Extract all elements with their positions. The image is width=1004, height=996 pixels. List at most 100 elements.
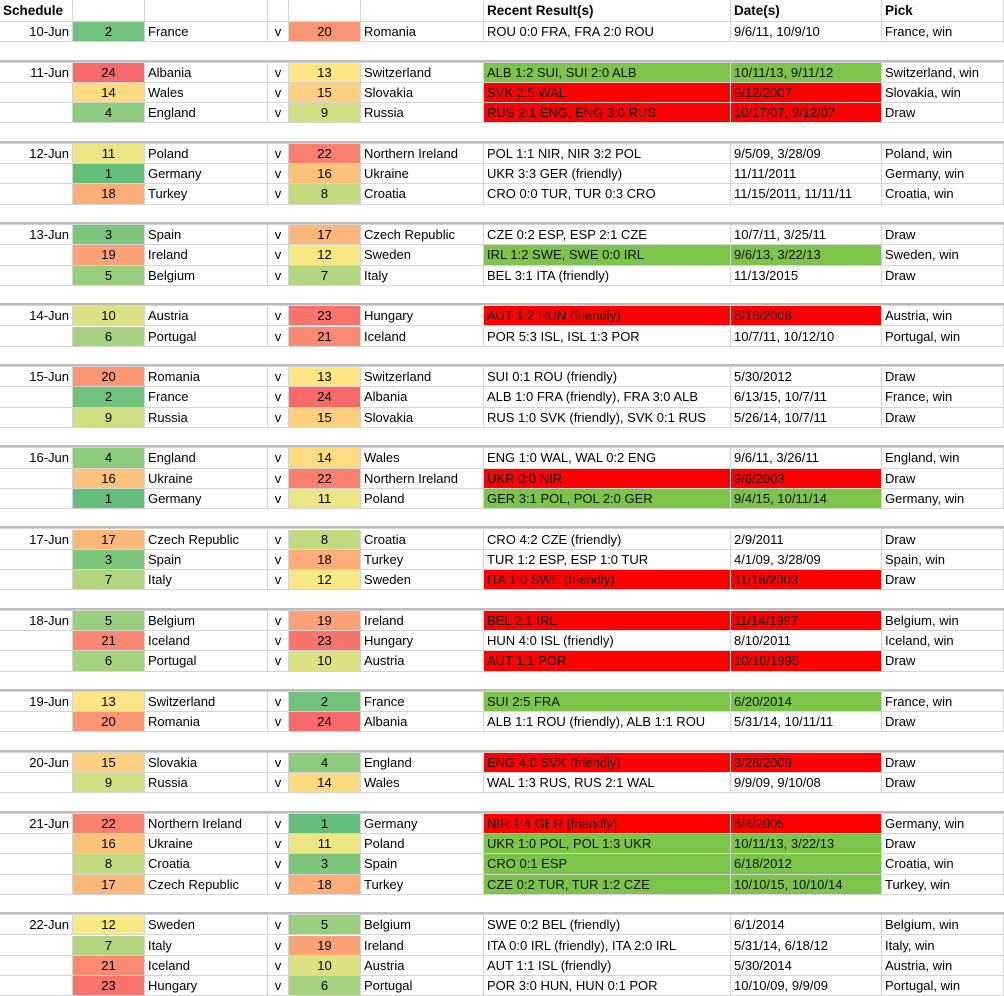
rank2-cell[interactable]: 22 [289,468,361,489]
rank1-cell[interactable]: 1 [73,164,145,185]
rank1-cell[interactable]: 21 [73,955,145,977]
versus-cell[interactable]: v [268,834,289,855]
team2-cell[interactable]: Switzerland [361,62,484,83]
rank1-cell[interactable]: 5 [73,610,145,631]
rank2-cell[interactable]: 18 [289,549,361,571]
result-dates-cell[interactable]: 11/14/1997 [731,610,882,631]
date-cell[interactable]: 18-Jun [0,610,73,631]
rank2-cell[interactable]: 15 [289,82,361,104]
pick-cell[interactable]: Draw [882,651,1004,672]
rank1-cell[interactable]: 13 [73,691,145,713]
rank1-cell[interactable]: 6 [73,651,145,672]
result-dates-cell[interactable]: 11/15/2011, 11/11/11 [731,184,882,205]
date-cell[interactable]: 11-Jun [0,62,73,83]
recent-result-cell[interactable]: ALB 1:2 SUI, SUI 2:0 ALB [484,62,731,83]
recent-result-cell[interactable]: AUT 1:1 ISL (friendly) [484,955,731,977]
rank1-cell[interactable]: 2 [73,22,145,43]
team2-cell[interactable]: England [361,752,484,774]
team1-cell[interactable]: Italy [145,935,268,956]
recent-result-cell[interactable]: UKR 3:3 GER (friendly) [484,164,731,185]
versus-cell[interactable]: v [268,570,289,591]
recent-result-cell[interactable]: GER 3:1 POL, POL 2:0 GER [484,488,731,510]
result-dates-cell[interactable]: 9/6/11, 10/9/10 [731,22,882,43]
pick-cell[interactable]: Draw [882,773,1004,794]
team1-cell[interactable]: Ukraine [145,834,268,855]
date-cell[interactable]: 21-Jun [0,813,73,834]
pick-cell[interactable]: Draw [882,752,1004,774]
pick-cell[interactable]: Draw [882,529,1004,550]
recent-result-cell[interactable]: SUI 2:5 FRA [484,691,731,713]
date-cell[interactable] [0,834,73,855]
rank2-cell[interactable]: 18 [289,874,361,895]
result-dates-cell[interactable]: 6/1/2014 [731,915,882,936]
rank2-cell[interactable]: 4 [289,752,361,774]
recent-result-cell[interactable]: UKR 0:0 NIR [484,468,731,489]
versus-cell[interactable]: v [268,610,289,631]
versus-cell[interactable]: v [268,22,289,43]
team1-cell[interactable]: Spain [145,549,268,571]
rank1-cell[interactable]: 20 [73,712,145,733]
rank1-cell[interactable]: 1 [73,488,145,510]
pick-cell[interactable]: Draw [882,407,1004,428]
result-dates-cell[interactable]: 5/30/2012 [731,367,882,388]
rank2-cell[interactable]: 24 [289,712,361,733]
blank-separator-row[interactable] [0,509,1004,530]
team2-cell[interactable]: Ireland [361,610,484,631]
team2-cell[interactable]: Albania [361,387,484,408]
result-dates-cell[interactable]: 3/28/2009 [731,752,882,774]
pick-cell[interactable]: Italy, win [882,935,1004,956]
team2-cell[interactable]: France [361,691,484,713]
versus-cell[interactable]: v [268,164,289,185]
team1-cell[interactable]: Italy [145,570,268,591]
rank2-cell[interactable]: 13 [289,367,361,388]
date-cell[interactable] [0,651,73,672]
recent-result-cell[interactable]: SWE 0:2 BEL (friendly) [484,915,731,936]
team2-cell[interactable]: Austria [361,955,484,977]
header-v[interactable] [268,0,289,22]
team1-cell[interactable]: Czech Republic [145,529,268,550]
team2-cell[interactable]: Ukraine [361,164,484,185]
recent-result-cell[interactable]: WAL 1:3 RUS, RUS 2:1 WAL [484,773,731,794]
date-cell[interactable] [0,570,73,591]
header-recent-results[interactable]: Recent Result(s) [484,0,731,22]
recent-result-cell[interactable]: HUN 4:0 ISL (friendly) [484,631,731,652]
date-cell[interactable] [0,387,73,408]
recent-result-cell[interactable]: POL 1:1 NIR, NIR 3:2 POL [484,143,731,165]
result-dates-cell[interactable]: 11/11/2011 [731,164,882,185]
team1-cell[interactable]: Wales [145,82,268,104]
rank2-cell[interactable]: 23 [289,631,361,652]
date-cell[interactable] [0,773,73,794]
rank2-cell[interactable]: 14 [289,773,361,794]
blank-separator-row[interactable] [0,428,1004,449]
team2-cell[interactable]: Wales [361,448,484,469]
pick-cell[interactable]: Austria, win [882,955,1004,977]
rank2-cell[interactable]: 5 [289,915,361,936]
result-dates-cell[interactable]: 6/20/2014 [731,691,882,713]
result-dates-cell[interactable]: 5/26/14, 10/7/11 [731,407,882,428]
team2-cell[interactable]: Slovakia [361,82,484,104]
rank1-cell[interactable]: 4 [73,448,145,469]
result-dates-cell[interactable]: 9/6/13, 3/22/13 [731,245,882,266]
team2-cell[interactable]: Croatia [361,529,484,550]
team2-cell[interactable]: Austria [361,651,484,672]
rank1-cell[interactable]: 14 [73,82,145,104]
versus-cell[interactable]: v [268,773,289,794]
pick-cell[interactable]: Spain, win [882,549,1004,571]
result-dates-cell[interactable]: 9/5/09, 3/28/09 [731,143,882,165]
pick-cell[interactable]: Draw [882,103,1004,124]
pick-cell[interactable]: Iceland, win [882,631,1004,652]
result-dates-cell[interactable]: 11/18/2003 [731,570,882,591]
pick-cell[interactable]: Croatia, win [882,854,1004,875]
pick-cell[interactable]: France, win [882,691,1004,713]
date-cell[interactable] [0,245,73,266]
team1-cell[interactable]: Sweden [145,915,268,936]
rank1-cell[interactable]: 3 [73,549,145,571]
date-cell[interactable] [0,955,73,977]
date-cell[interactable] [0,184,73,205]
pick-cell[interactable]: Germany, win [882,164,1004,185]
rank2-cell[interactable]: 21 [289,326,361,347]
rank1-cell[interactable]: 4 [73,103,145,124]
recent-result-cell[interactable]: RUS 1:0 SVK (friendly), SVK 0:1 RUS [484,407,731,428]
team2-cell[interactable]: Croatia [361,184,484,205]
header-rank1[interactable] [73,0,145,22]
